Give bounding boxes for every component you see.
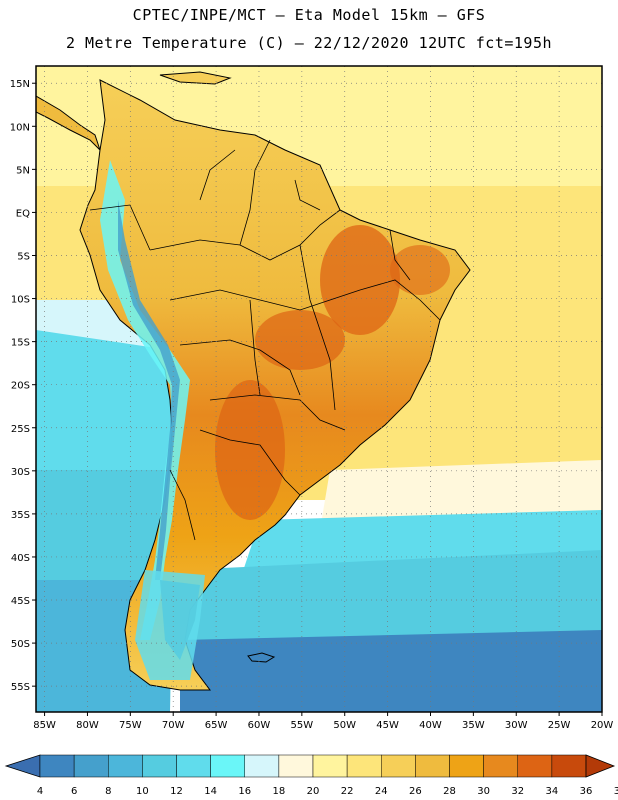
lon-label: 85W xyxy=(33,720,56,731)
colorbar-tick-label: 38 xyxy=(614,786,618,797)
latitude-axis: 15N 10N 5N EQ 5S 10S 15S 20S 25S 30S 35S 40S 45S 50S 5… xyxy=(10,79,36,693)
lon-label: 20W xyxy=(591,720,614,731)
colorbar-arrow-high xyxy=(585,754,616,778)
lon-label: 35W xyxy=(462,720,485,731)
colorbar-tick-label: 12 xyxy=(170,786,183,797)
colorbar: 4 6 8 10 12 14 16 18 20 22 24 26 28 30 32 34 36 38 xyxy=(4,754,618,797)
lat-label: 15S xyxy=(11,338,30,349)
colorbar-tick-label: 22 xyxy=(341,786,354,797)
lon-label: 60W xyxy=(248,720,271,731)
lon-label: 30W xyxy=(505,720,528,731)
lat-label: 15N xyxy=(10,79,30,90)
ocean-band-pacific xyxy=(36,330,175,470)
colorbar-swatch xyxy=(346,754,382,778)
map-frame xyxy=(35,65,603,713)
lat-label: 30S xyxy=(11,467,30,478)
colorbar-swatch xyxy=(483,754,518,778)
lon-label: 80W xyxy=(76,720,99,731)
lat-label: 5S xyxy=(17,251,30,262)
lat-label: 55S xyxy=(11,682,30,693)
colorbar-arrow-low xyxy=(4,754,41,778)
colorbar-swatch xyxy=(551,754,587,778)
colorbar-tick-label: 8 xyxy=(105,786,111,797)
colorbar-swatch xyxy=(39,754,75,778)
map-title: CPTEC/INPE/MCT – Eta Model 15km – GFS xyxy=(132,6,486,24)
andes-peaks xyxy=(118,200,180,580)
hot-core-northeast xyxy=(390,245,450,295)
central-america-land xyxy=(36,95,101,151)
colorbar-tick-label: 36 xyxy=(580,786,593,797)
colorbar-tick-label: 10 xyxy=(136,786,149,797)
colorbar-swatch xyxy=(278,754,314,778)
patagonia-cold xyxy=(160,580,200,660)
longitude-axis: 85W 80W 75W 70W 65W 60W 55W 50W 45W 40W 35W 30W 25W 2… xyxy=(33,712,613,731)
lat-label: 10N xyxy=(10,122,30,133)
colorbar-tick-label: 18 xyxy=(273,786,286,797)
lat-label: EQ xyxy=(16,208,30,219)
lon-label: 55W xyxy=(291,720,314,731)
colorbar-tick-label: 28 xyxy=(443,786,456,797)
lon-label: 75W xyxy=(119,720,142,731)
lat-label: 45S xyxy=(11,596,30,607)
lat-label: 20S xyxy=(11,381,30,392)
map-field xyxy=(36,66,602,712)
lat-label: 10S xyxy=(11,295,30,306)
colorbar-swatch xyxy=(142,754,177,778)
colorbar-tick-label: 6 xyxy=(71,786,77,797)
lon-label: 40W xyxy=(419,720,442,731)
colorbar-swatch xyxy=(210,754,245,778)
lat-label: 25S xyxy=(11,424,30,435)
lon-label: 65W xyxy=(205,720,228,731)
colorbar-swatch xyxy=(449,754,484,778)
colorbar-tick-label: 20 xyxy=(307,786,320,797)
colorbar-tick-label: 14 xyxy=(204,786,217,797)
caribbean-islands xyxy=(159,71,232,85)
lon-label: 45W xyxy=(376,720,399,731)
colorbar-swatch xyxy=(108,754,143,778)
colorbar-tick-label: 34 xyxy=(546,786,559,797)
colorbar-swatch xyxy=(517,754,553,778)
colorbar-tick-label: 30 xyxy=(477,786,490,797)
andes-highlands xyxy=(100,160,190,640)
lat-label: 50S xyxy=(11,639,30,650)
colorbar-swatch xyxy=(415,754,450,778)
country-borders xyxy=(89,139,441,541)
lat-label: 5N xyxy=(16,165,30,176)
lon-label: 25W xyxy=(548,720,571,731)
hot-core-center xyxy=(255,310,345,370)
lat-label: 40S xyxy=(11,553,30,564)
colorbar-tick-label: 16 xyxy=(238,786,251,797)
lat-label: 35S xyxy=(11,510,30,521)
colorbar-tick-label: 4 xyxy=(37,786,43,797)
colorbar-tick-label: 32 xyxy=(511,786,524,797)
hot-core-north xyxy=(320,225,400,335)
map-subtitle: 2 Metre Temperature (C) – 22/12/2020 12U… xyxy=(65,34,553,52)
colorbar-swatch xyxy=(381,754,416,778)
lon-label: 50W xyxy=(333,720,356,731)
lon-label: 70W xyxy=(162,720,185,731)
colorbar-tick-label: 24 xyxy=(375,786,388,797)
falkland-islands xyxy=(247,652,276,663)
colorbar-swatch xyxy=(244,754,280,778)
colorbar-swatch xyxy=(312,754,348,778)
colorbar-swatch xyxy=(73,754,109,778)
hot-core-chaco xyxy=(215,380,285,520)
colorbar-tick-label: 26 xyxy=(409,786,422,797)
ocean-band-southern xyxy=(180,630,602,712)
colorbar-swatch xyxy=(176,754,211,778)
